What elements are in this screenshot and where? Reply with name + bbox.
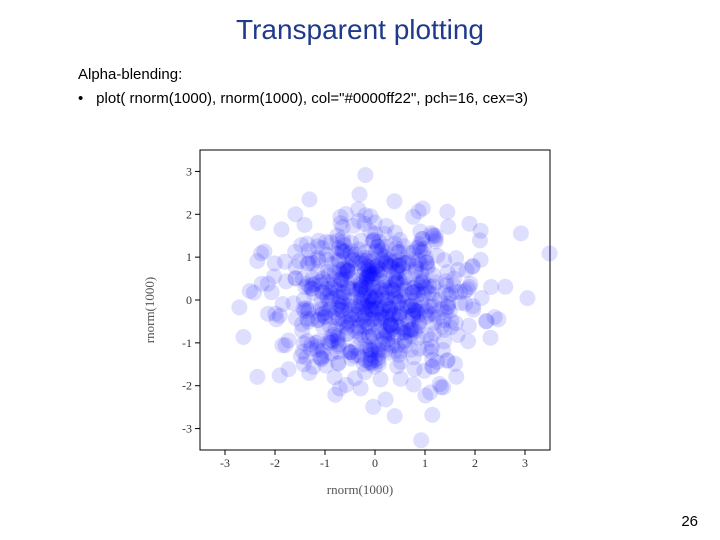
y-tick-label: 3 [186,164,192,178]
chart-canvas: -3 -2 -1 0 1 2 3 -3 -2 -1 0 1 2 3 [160,140,560,480]
subheading: Alpha-blending: [78,64,528,86]
x-tick-label: 2 [472,456,478,470]
y-axis-label: rnorm(1000) [142,277,158,343]
page-number: 26 [681,513,698,530]
y-tick-label: 1 [186,250,192,264]
bullet-dot: • [78,88,92,110]
y-tick-label: -2 [182,379,192,393]
x-axis-label: rnorm(1000) [327,482,393,498]
x-tick-label: 0 [372,456,378,470]
x-tick-label: 3 [522,456,528,470]
y-tick-label: -1 [182,336,192,350]
x-tick-label: -3 [220,456,230,470]
scatter-chart: rnorm(1000) -3-2-10123-3-2-10123 rnorm(1… [160,140,560,480]
x-tick-label: -1 [320,456,330,470]
x-tick-label: 1 [422,456,428,470]
body-text: Alpha-blending: • plot( rnorm(1000), rno… [78,64,528,110]
x-tick-label: -2 [270,456,280,470]
y-tick-label: 0 [186,293,192,307]
code-bullet: • plot( rnorm(1000), rnorm(1000), col="#… [78,88,528,110]
slide-title: Transparent plotting [0,14,720,46]
y-tick-label: -3 [182,422,192,436]
code-text: plot( rnorm(1000), rnorm(1000), col="#00… [96,90,528,107]
y-tick-label: 2 [186,207,192,221]
